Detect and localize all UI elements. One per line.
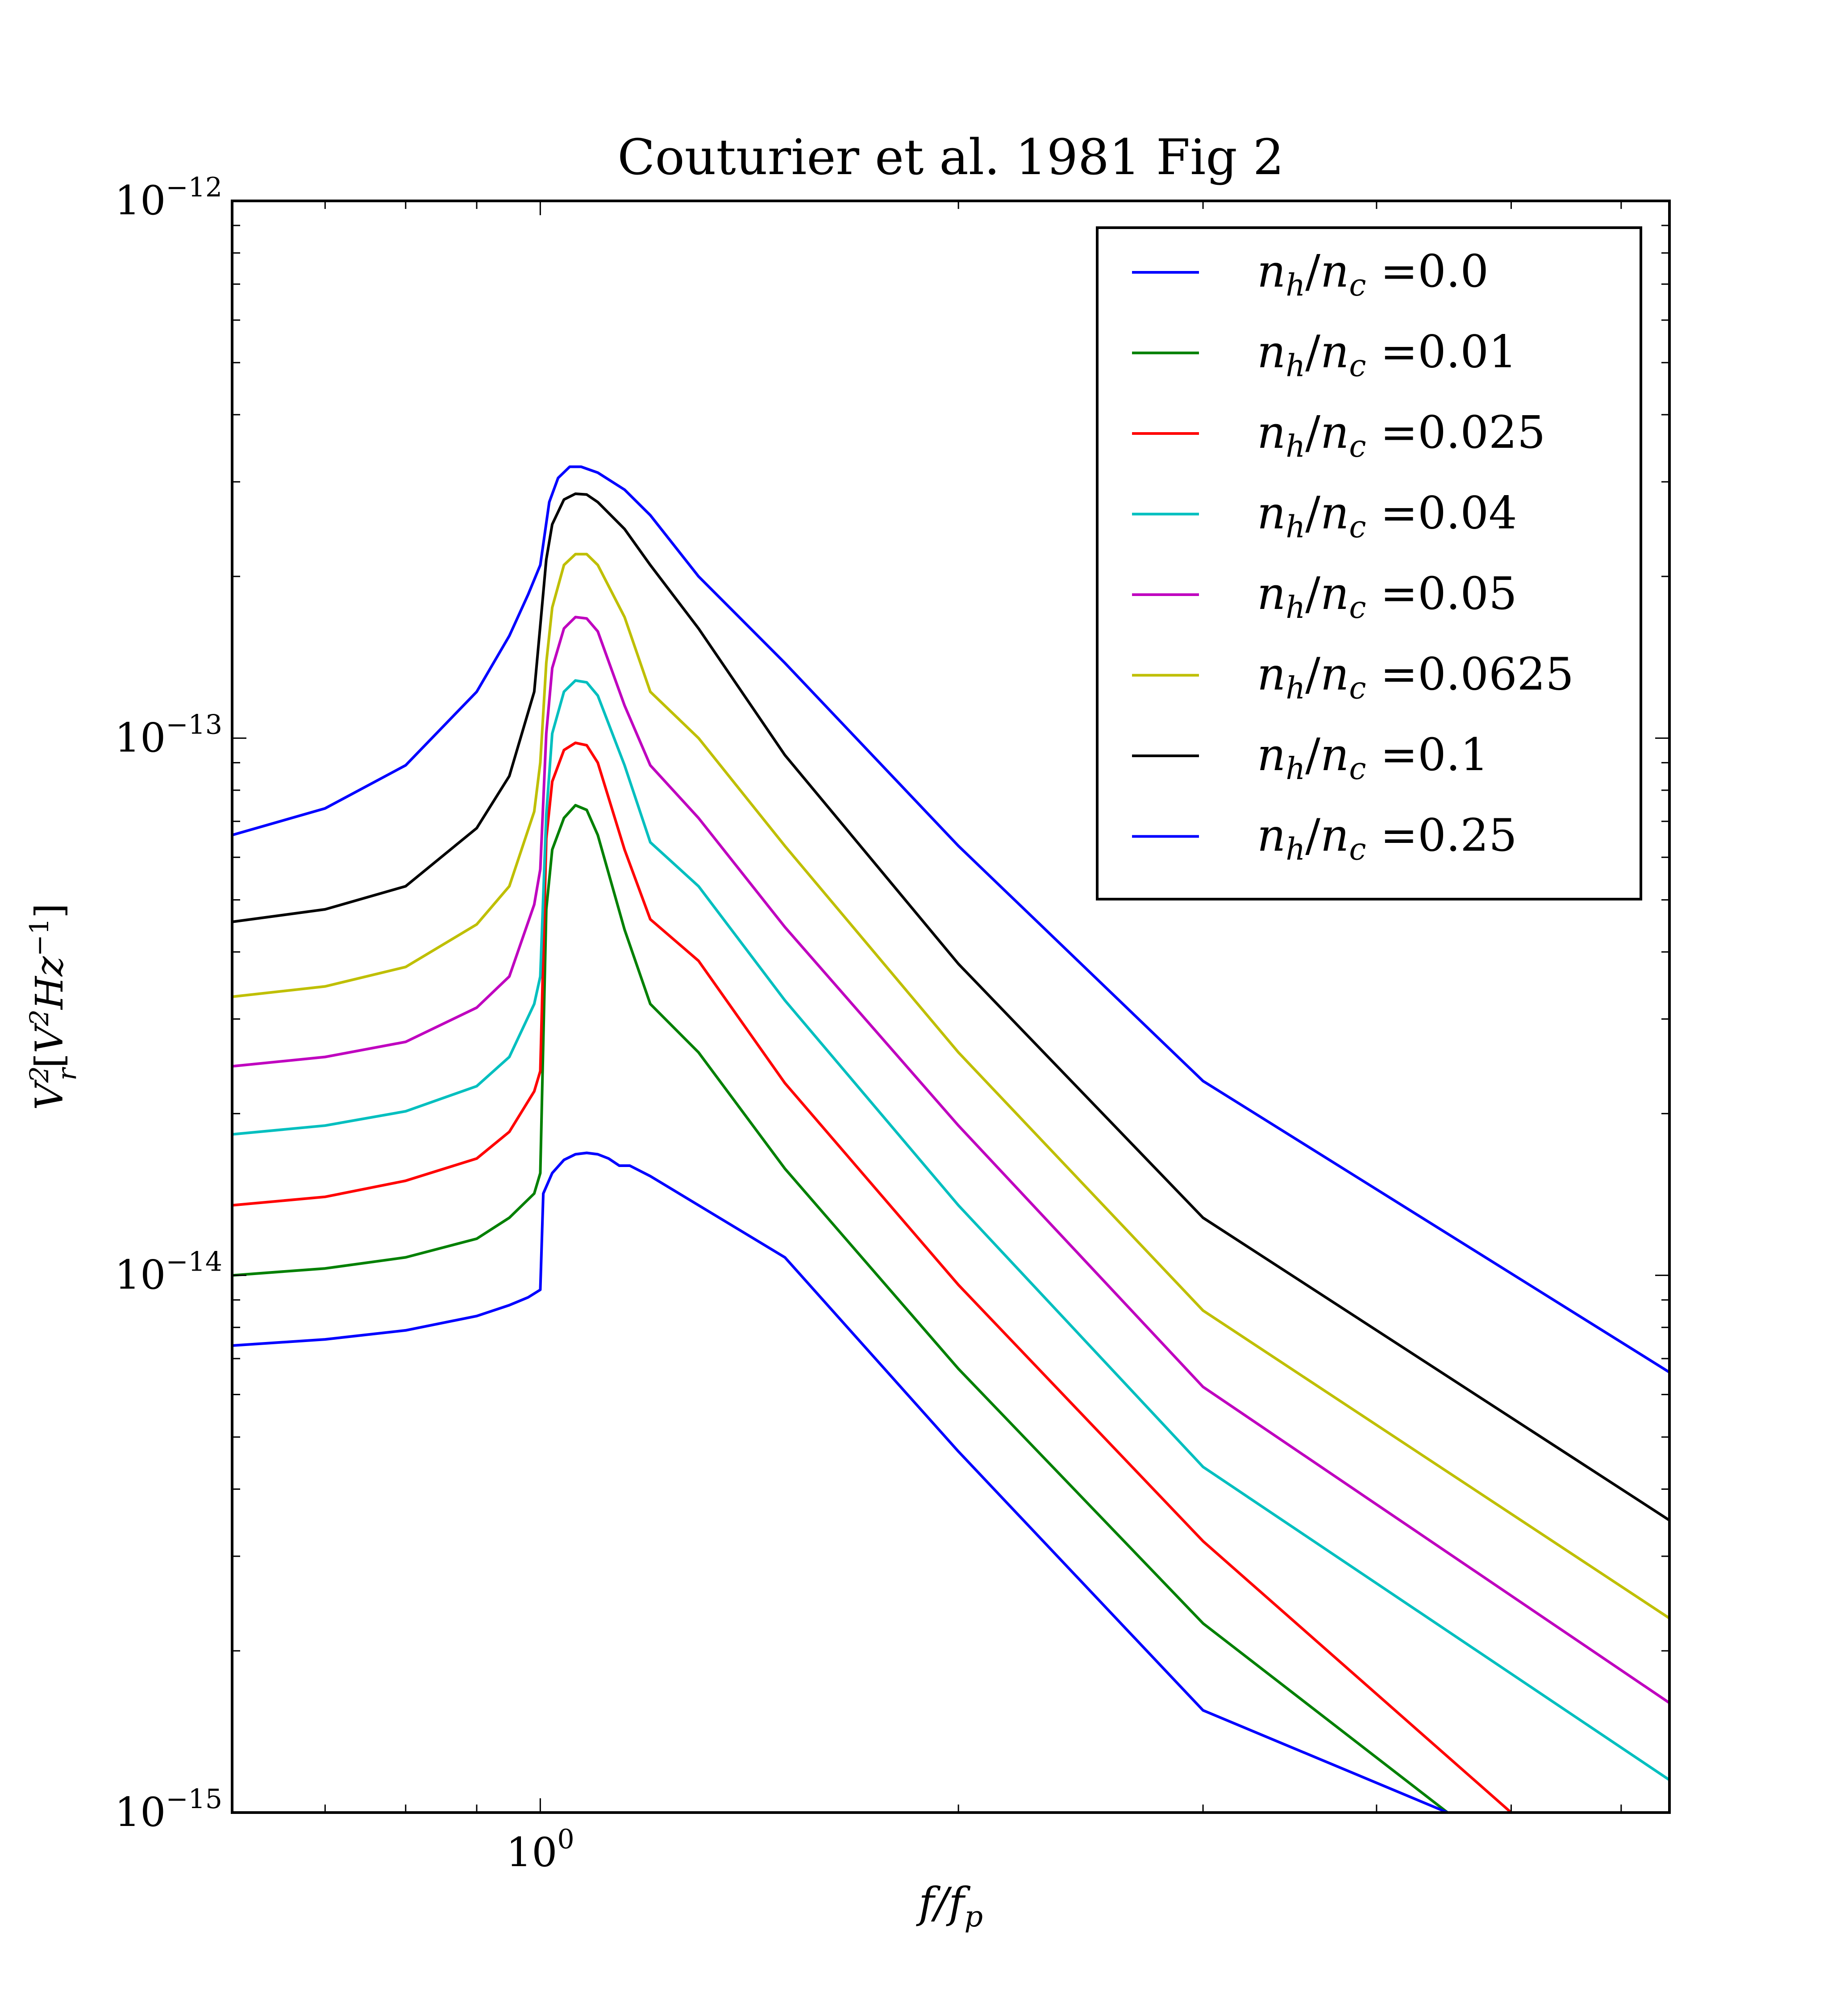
series-line-7 — [232, 1151, 1448, 1813]
series-line-4 — [232, 616, 1669, 1704]
legend-label-3: nh/nc =0.04 — [1257, 487, 1517, 545]
legend-label-6: nh/nc =0.1 — [1257, 729, 1489, 787]
series-line-6 — [232, 492, 1669, 1521]
y-tick-label-0: 10−15 — [115, 1784, 222, 1836]
y-tick-label-1: 10−14 — [115, 1246, 222, 1299]
legend-label-7: nh/nc =0.25 — [1257, 809, 1517, 867]
legend-label-4: nh/nc =0.05 — [1257, 567, 1517, 625]
legend-label-0: nh/nc =0.0 — [1257, 245, 1489, 303]
legend-label-1: nh/nc =0.01 — [1257, 326, 1517, 384]
series-line-5 — [232, 553, 1669, 1620]
y-tick-label-2: 10−13 — [115, 709, 222, 761]
x-axis-label: f/fp — [916, 1879, 983, 1934]
y-tick-label-3: 10−12 — [115, 172, 222, 224]
series-line-2 — [232, 741, 1512, 1813]
chart-title: Couturier et al. 1981 Fig 2 — [617, 129, 1284, 186]
series-line-0 — [232, 465, 1669, 1374]
x-tick-label-0: 100 — [506, 1824, 574, 1876]
series-line-3 — [232, 679, 1669, 1781]
plot-frame — [231, 200, 1671, 1814]
series-line-1 — [232, 804, 1448, 1813]
tick-layer: 10−15 10−14 10−13 10−12 100 — [115, 172, 1669, 1876]
legend-label-2: nh/nc =0.025 — [1257, 406, 1545, 464]
legend: nh/nc =0.0 nh/nc =0.01 nh/nc =0.025 nh/nc =… — [1096, 226, 1642, 900]
legend-label-5: nh/nc =0.0625 — [1257, 648, 1574, 706]
legend-box — [1096, 226, 1642, 900]
series-layer — [232, 465, 1669, 1813]
